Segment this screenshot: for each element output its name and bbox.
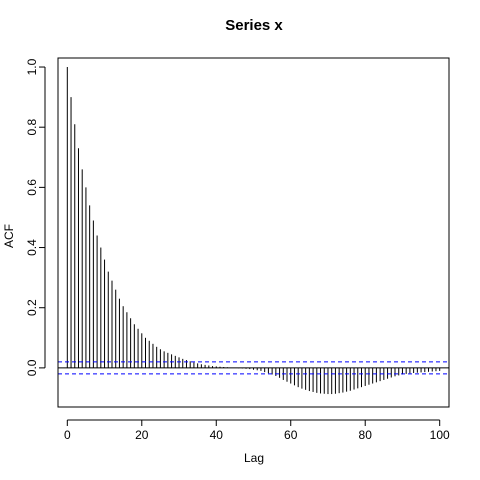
- y-tick-label: 0.4: [25, 239, 39, 256]
- y-axis-label: ACF: [2, 224, 16, 248]
- x-tick-label: 60: [284, 428, 298, 442]
- x-axis-label: Lag: [244, 451, 264, 465]
- y-tick-label: 1.0: [25, 58, 39, 75]
- axes: 0 20 40 60 80 100 0.0 0.2 0.4 0.6 0.8 1.0: [25, 57, 450, 442]
- x-tick-label: 40: [210, 428, 224, 442]
- y-tick-label: 0.0: [25, 359, 39, 376]
- x-tick-label: 20: [135, 428, 149, 442]
- x-tick-label: 80: [359, 428, 373, 442]
- x-tick-label: 100: [430, 428, 450, 442]
- y-tick-label: 0.2: [25, 299, 39, 316]
- plot-marks: [58, 67, 449, 395]
- chart-title: Series x: [225, 17, 283, 34]
- y-tick-label: 0.8: [25, 119, 39, 136]
- x-tick-label: 0: [64, 428, 71, 442]
- plot-frame: [57, 57, 450, 408]
- y-tick-label: 0.6: [25, 179, 39, 196]
